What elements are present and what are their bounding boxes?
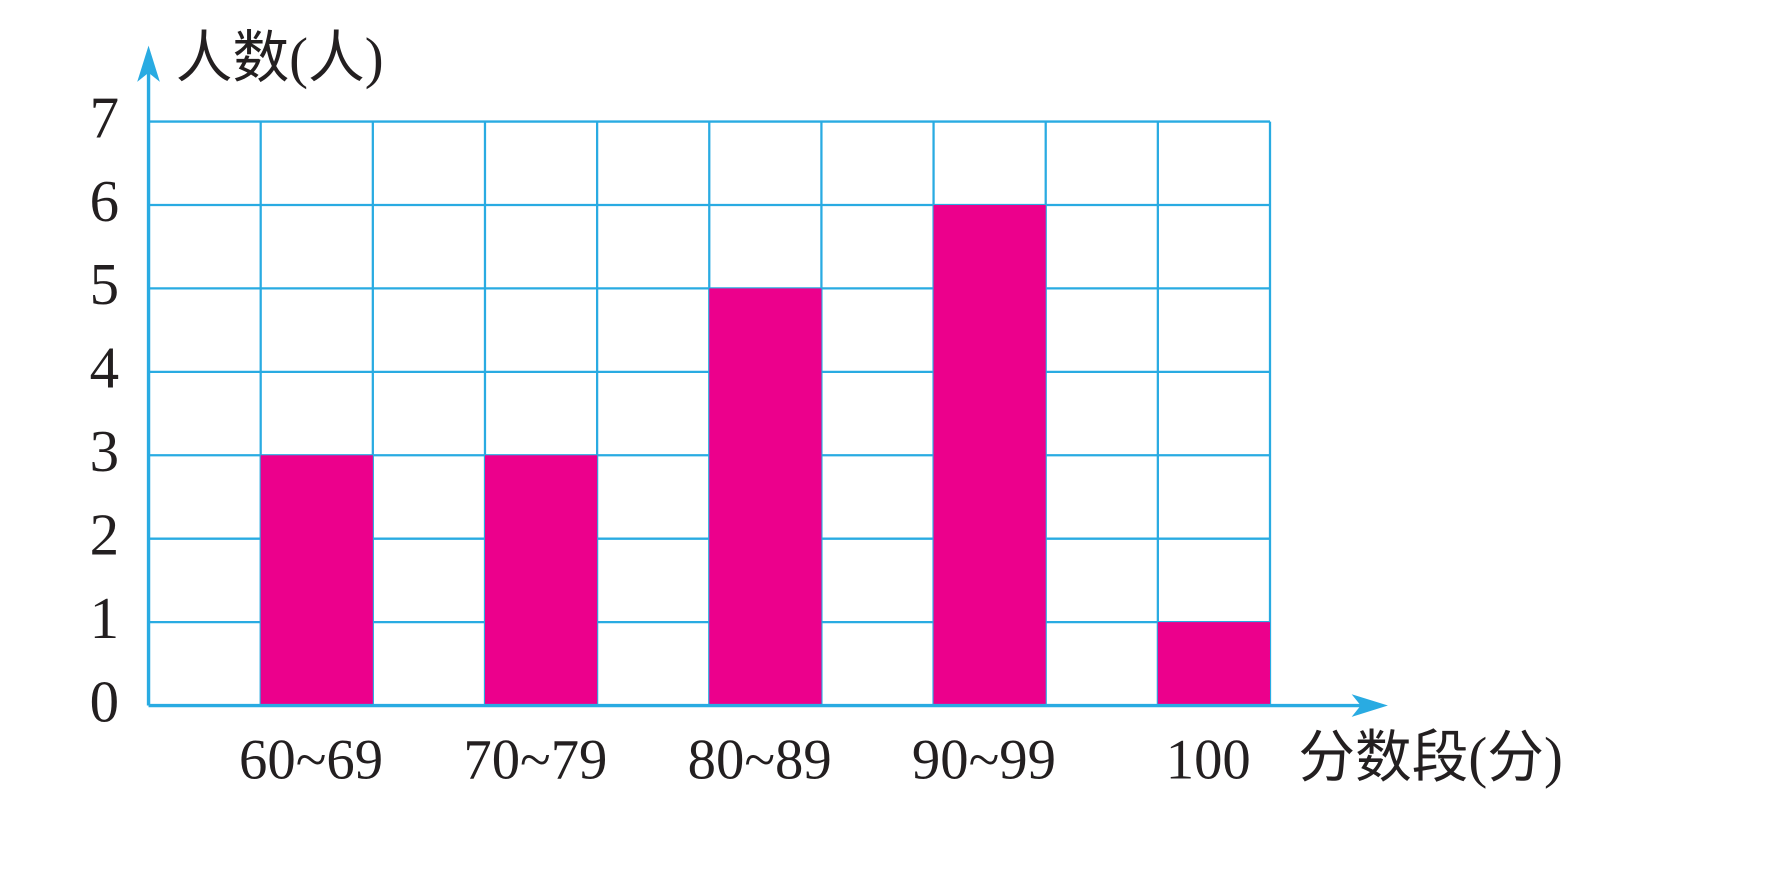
y-tick-label: 0 — [90, 668, 119, 734]
y-axis-arrow — [137, 45, 160, 82]
x-tick-label: 60~69 — [239, 729, 383, 792]
y-tick-label: 2 — [90, 501, 119, 567]
bar — [933, 204, 1046, 706]
x-tick-label: 90~99 — [912, 729, 1056, 792]
y-tick-label: 1 — [90, 585, 119, 651]
x-axis-arrow — [1351, 694, 1388, 717]
y-tick-label: 7 — [90, 84, 119, 150]
y-axis-label: 人数(人) — [176, 27, 384, 90]
x-axis-label: 分数段(分) — [1298, 726, 1563, 789]
x-tick-label: 100 — [1166, 729, 1251, 792]
bar — [1157, 622, 1270, 706]
x-tick-label: 70~79 — [463, 729, 607, 792]
bar — [260, 455, 373, 706]
bar — [709, 288, 822, 706]
y-tick-label: 4 — [90, 335, 119, 401]
y-tick-label: 3 — [90, 418, 119, 484]
x-tick-label: 80~89 — [688, 729, 832, 792]
y-tick-label: 5 — [90, 251, 119, 317]
bar — [484, 455, 598, 706]
y-tick-label: 6 — [90, 168, 119, 234]
